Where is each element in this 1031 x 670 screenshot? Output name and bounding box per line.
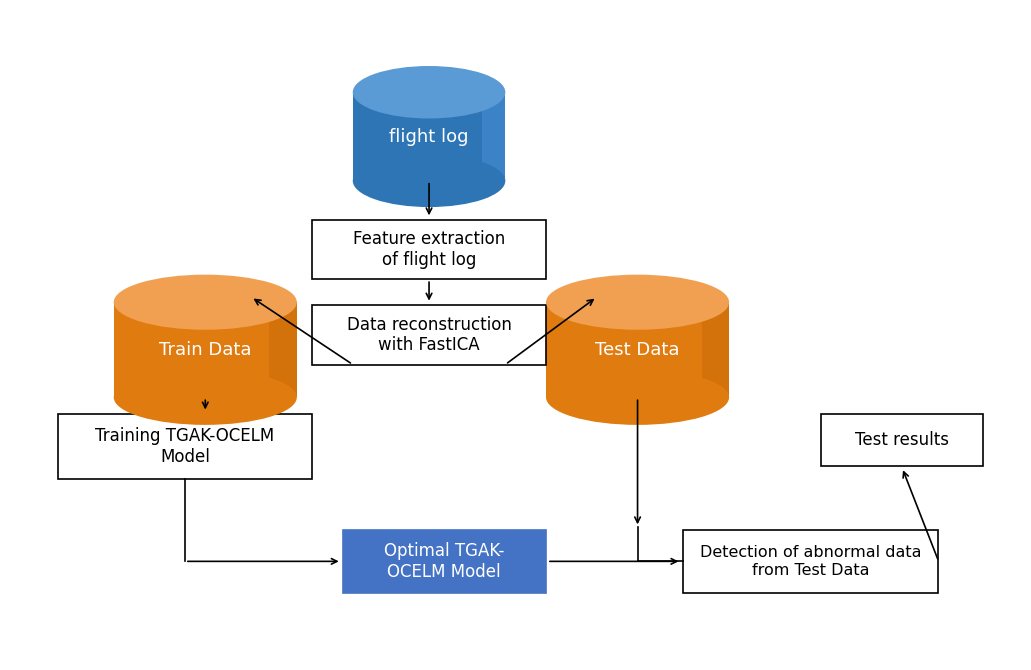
Bar: [269, 302, 297, 397]
Bar: [702, 302, 729, 397]
Bar: [342, 530, 546, 592]
Bar: [353, 92, 505, 181]
Bar: [113, 302, 297, 397]
Bar: [58, 414, 312, 479]
Ellipse shape: [113, 275, 297, 330]
Ellipse shape: [353, 66, 505, 119]
Ellipse shape: [353, 155, 505, 207]
Bar: [821, 414, 984, 466]
Bar: [483, 92, 505, 181]
Ellipse shape: [546, 370, 729, 425]
Text: Test results: Test results: [855, 431, 949, 449]
Text: Detection of abnormal data
from Test Data: Detection of abnormal data from Test Dat…: [700, 545, 922, 578]
Text: Optimal TGAK-
OCELM Model: Optimal TGAK- OCELM Model: [385, 542, 504, 581]
Bar: [684, 530, 937, 592]
Text: flight log: flight log: [390, 127, 469, 145]
Text: Train Data: Train Data: [159, 341, 252, 358]
Ellipse shape: [546, 275, 729, 330]
Text: Test Data: Test Data: [595, 341, 679, 358]
Text: Training TGAK-OCELM
Model: Training TGAK-OCELM Model: [95, 427, 274, 466]
Text: Data reconstruction
with FastICA: Data reconstruction with FastICA: [346, 316, 511, 354]
Bar: [312, 306, 546, 364]
Bar: [312, 220, 546, 279]
Ellipse shape: [113, 370, 297, 425]
Bar: [546, 302, 729, 397]
Text: Feature extraction
of flight log: Feature extraction of flight log: [353, 230, 505, 269]
